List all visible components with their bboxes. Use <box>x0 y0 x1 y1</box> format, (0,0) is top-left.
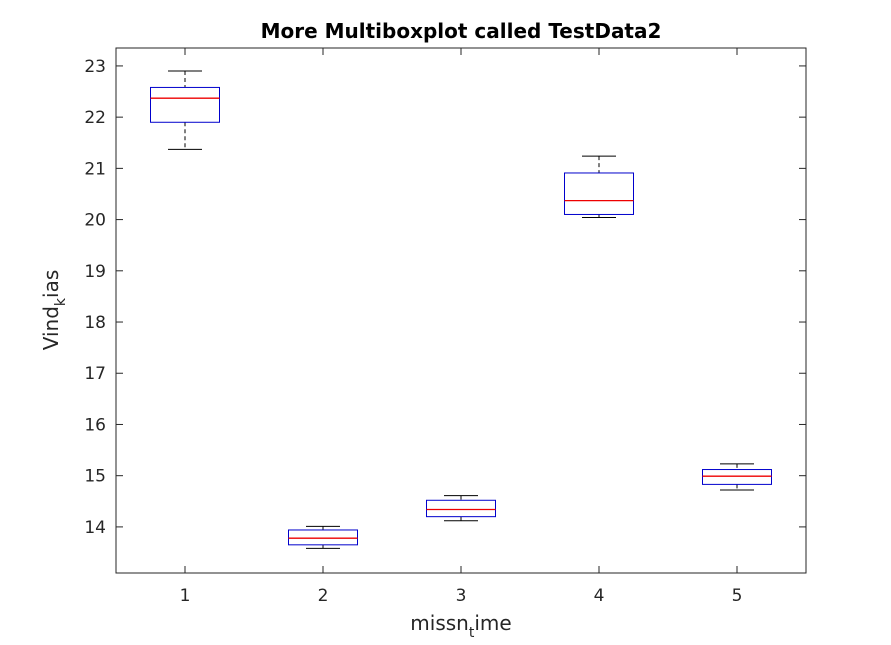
box-5 <box>702 463 772 491</box>
y-tick-label: 19 <box>84 262 106 282</box>
box-4 <box>564 155 634 219</box>
y-tick-label: 15 <box>84 467 106 487</box>
y-tick-label: 18 <box>84 313 106 333</box>
y-axis-label: Vindkias <box>39 270 69 351</box>
x-tick-label: 5 <box>732 586 743 606</box>
y-axis-label-base: Vind <box>39 306 63 350</box>
box-body <box>702 469 772 485</box>
box-body <box>564 172 634 215</box>
chart-title: More Multiboxplot called TestData2 <box>261 19 662 43</box>
x-tick-label: 4 <box>594 586 605 606</box>
box-body <box>288 529 358 546</box>
y-tick-label: 22 <box>84 108 106 128</box>
y-tick-label: 20 <box>84 211 106 231</box>
x-tick-label: 1 <box>180 586 191 606</box>
box-body <box>426 499 496 518</box>
x-axis-label-rest: ime <box>474 611 511 635</box>
y-tick-label: 17 <box>84 364 106 384</box>
box-body <box>150 86 220 123</box>
box-2 <box>288 525 358 549</box>
y-axis: 14 15 16 17 18 19 20 21 22 23 <box>84 57 806 538</box>
x-axis-label-base: missn <box>410 611 469 635</box>
y-tick-label: 23 <box>84 57 106 77</box>
y-tick-label: 14 <box>84 518 106 538</box>
box-3 <box>426 495 496 522</box>
boxes-group <box>150 70 772 549</box>
plot-area <box>115 47 807 574</box>
y-axis-label-subscript: k <box>53 297 69 306</box>
y-tick-label: 16 <box>84 415 106 435</box>
x-tick-label: 2 <box>318 586 329 606</box>
x-axis-label-subscript: t <box>469 625 475 641</box>
y-axis-label-rest: ias <box>39 270 63 298</box>
y-tick-label: 21 <box>84 159 106 179</box>
box-1 <box>150 70 220 150</box>
x-tick-label: 3 <box>456 586 467 606</box>
x-axis-label: missntime <box>410 611 511 641</box>
x-axis: 1 2 3 4 5 <box>180 48 743 606</box>
